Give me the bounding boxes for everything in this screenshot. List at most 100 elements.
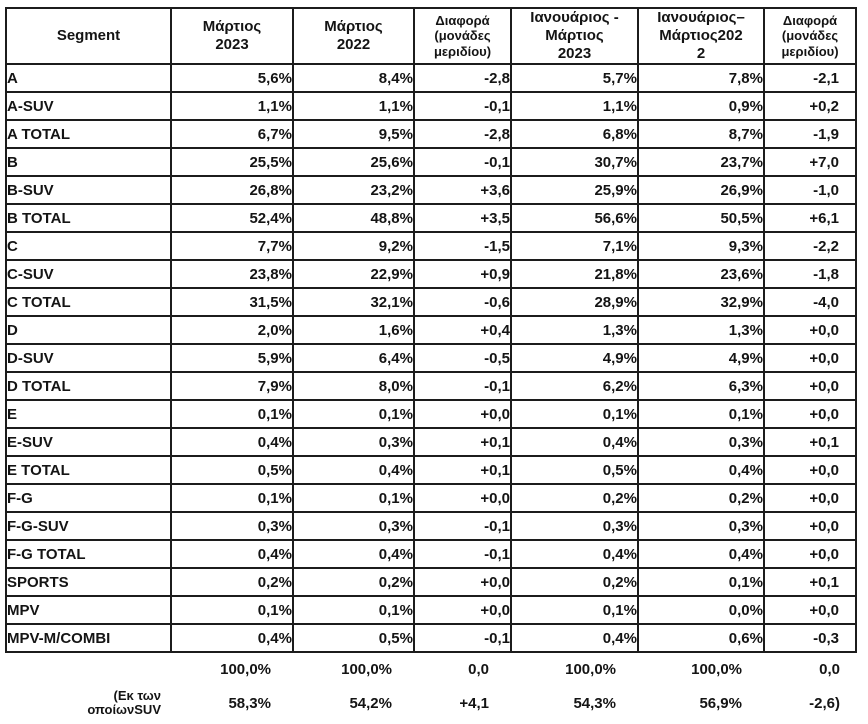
table-row: D-SUV 5,9% 6,4% -0,5 4,9% 4,9% +0,0 (5, 343, 857, 373)
cell-mar-2023: 0,4% (170, 427, 294, 457)
cell-mar-2023: 6,7% (170, 119, 294, 149)
cell-segment: D TOTAL (5, 371, 172, 401)
cell-diff-month: +0,1 (413, 427, 512, 457)
cell-mar-2023: 2,0% (170, 315, 294, 345)
cell-jan-mar-2022: 23,6% (637, 259, 765, 289)
cell-jan-mar-2023: 0,2% (510, 567, 639, 597)
cell-jan-mar-2023: 7,1% (510, 231, 639, 261)
cell-segment: (Εκ των οποίωνSUV (87, 687, 161, 717)
cell-jan-mar-2023: 21,8% (510, 259, 639, 289)
cell-segment: F-G-SUV (5, 511, 172, 541)
cell-jan-mar-2023: 0,4% (510, 427, 639, 457)
cell-diff-ytd: +0,2 (763, 91, 857, 121)
cell-diff-ytd: -1,0 (763, 175, 857, 205)
cell-mar-2023: 31,5% (170, 287, 294, 317)
cell-mar-2022: 0,4% (292, 539, 415, 569)
segment-share-table: Segment Μάρτιος 2023 Μάρτιος 2022 Διαφορά (… (5, 7, 857, 724)
cell-diff-ytd: +0,0 (763, 511, 857, 541)
cell-diff-month: +3,6 (413, 175, 512, 205)
cell-diff-ytd: +0,0 (763, 399, 857, 429)
cell-jan-mar-2022: 32,9% (637, 287, 765, 317)
column-header-mar-2022: Μάρτιος 2022 (292, 7, 415, 65)
cell-jan-mar-2022: 0,0% (637, 595, 765, 625)
cell-mar-2023: 52,4% (170, 203, 294, 233)
cell-jan-mar-2023: 4,9% (510, 343, 639, 373)
table-row: SPORTS 0,2% 0,2% +0,0 0,2% 0,1% +0,1 (5, 567, 857, 597)
cell-jan-mar-2022: 100,0% (691, 660, 742, 678)
cell-jan-mar-2022: 0,1% (637, 567, 765, 597)
cell-diff-ytd: +7,0 (763, 147, 857, 177)
cell-diff-month: -1,5 (413, 231, 512, 261)
column-header-segment: Segment (5, 7, 172, 65)
cell-mar-2023: 0,4% (170, 623, 294, 653)
cell-diff-ytd: -2,2 (763, 231, 857, 261)
cell-diff-ytd: +0,0 (763, 371, 857, 401)
cell-diff-ytd: -2,6) (809, 694, 840, 712)
cell-jan-mar-2022: 7,8% (637, 63, 765, 93)
cell-jan-mar-2022: 4,9% (637, 343, 765, 373)
cell-jan-mar-2022: 1,3% (637, 315, 765, 345)
cell-jan-mar-2022: 6,3% (637, 371, 765, 401)
cell-segment: A (5, 63, 172, 93)
cell-mar-2022: 0,1% (292, 483, 415, 513)
cell-mar-2022: 0,3% (292, 427, 415, 457)
cell-diff-month: +4,1 (459, 694, 489, 712)
cell-jan-mar-2022: 0,6% (637, 623, 765, 653)
cell-mar-2022: 0,4% (292, 455, 415, 485)
column-header-diff-month: Διαφορά (μονάδες μεριδίου) (413, 7, 512, 65)
cell-diff-month: -0,1 (413, 91, 512, 121)
table-row: B 25,5% 25,6% -0,1 30,7% 23,7% +7,0 (5, 147, 857, 177)
cell-diff-month: +0,4 (413, 315, 512, 345)
cell-jan-mar-2023: 1,1% (510, 91, 639, 121)
cell-diff-ytd: -0,3 (763, 623, 857, 653)
cell-mar-2022: 48,8% (292, 203, 415, 233)
cell-jan-mar-2023: 5,7% (510, 63, 639, 93)
cell-jan-mar-2022: 0,9% (637, 91, 765, 121)
cell-diff-month: -2,8 (413, 63, 512, 93)
cell-diff-ytd: +0,0 (763, 343, 857, 373)
cell-jan-mar-2023: 6,2% (510, 371, 639, 401)
cell-jan-mar-2023: 30,7% (510, 147, 639, 177)
cell-jan-mar-2022: 0,4% (637, 455, 765, 485)
cell-mar-2022: 6,4% (292, 343, 415, 373)
cell-mar-2023: 26,8% (170, 175, 294, 205)
cell-mar-2023: 25,5% (170, 147, 294, 177)
cell-jan-mar-2022: 0,3% (637, 511, 765, 541)
cell-diff-ytd: +0,0 (763, 539, 857, 569)
cell-diff-ytd: +0,1 (763, 567, 857, 597)
cell-jan-mar-2023: 6,8% (510, 119, 639, 149)
table-row: F-G 0,1% 0,1% +0,0 0,2% 0,2% +0,0 (5, 483, 857, 513)
cell-mar-2022: 0,5% (292, 623, 415, 653)
cell-diff-month: -0,1 (413, 511, 512, 541)
cell-mar-2022: 0,2% (292, 567, 415, 597)
table-row: B TOTAL 52,4% 48,8% +3,5 56,6% 50,5% +6,1 (5, 203, 857, 233)
cell-diff-month: -0,1 (413, 623, 512, 653)
cell-jan-mar-2022: 8,7% (637, 119, 765, 149)
cell-diff-ytd: 0,0 (819, 660, 840, 678)
cell-segment: MPV-M/COMBI (5, 623, 172, 653)
header-row: Segment Μάρτιος 2023 Μάρτιος 2022 Διαφορά (… (5, 7, 857, 65)
cell-mar-2023: 100,0% (220, 660, 271, 678)
cell-jan-mar-2022: 56,9% (699, 694, 742, 712)
cell-mar-2022: 25,6% (292, 147, 415, 177)
cell-segment: F-G (5, 483, 172, 513)
cell-jan-mar-2023: 100,0% (565, 660, 616, 678)
cell-diff-month: -0,1 (413, 371, 512, 401)
cell-segment: E-SUV (5, 427, 172, 457)
cell-segment: B (5, 147, 172, 177)
cell-diff-ytd: +0,1 (763, 427, 857, 457)
cell-jan-mar-2022: 0,2% (637, 483, 765, 513)
cell-diff-ytd: +0,0 (763, 483, 857, 513)
table-header: Segment Μάρτιος 2023 Μάρτιος 2022 Διαφορά (… (5, 7, 857, 65)
table-row: MPV 0,1% 0,1% +0,0 0,1% 0,0% +0,0 (5, 595, 857, 625)
column-header-jan-mar-2023: Ιανουάριος - Μάρτιος 2023 (510, 7, 639, 65)
cell-diff-ytd: -2,1 (763, 63, 857, 93)
cell-mar-2022: 54,2% (349, 694, 392, 712)
cell-diff-month: +0,9 (413, 259, 512, 289)
cell-diff-ytd: +6,1 (763, 203, 857, 233)
table-row: (Εκ των οποίωνSUV 58,3% 54,2% +4,1 54,3% 56,9… (6, 682, 856, 724)
cell-segment: B TOTAL (5, 203, 172, 233)
cell-mar-2023: 23,8% (170, 259, 294, 289)
cell-segment: C-SUV (5, 259, 172, 289)
cell-mar-2023: 0,1% (170, 595, 294, 625)
